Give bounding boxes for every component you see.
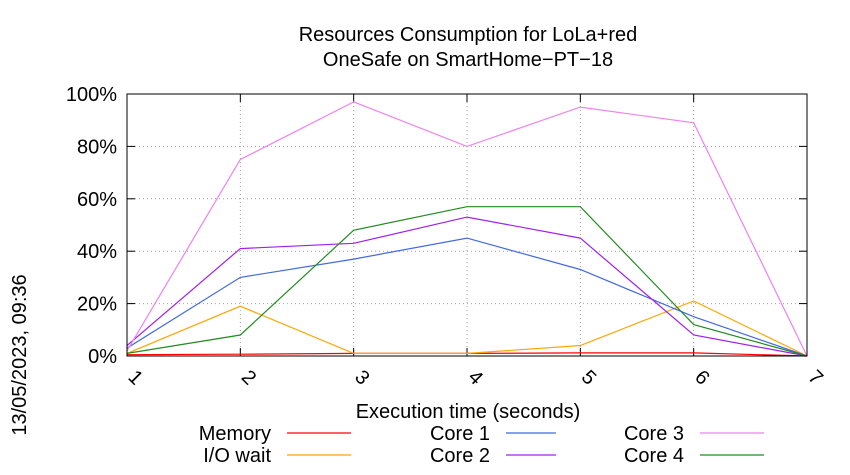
series-line-i-o-wait (126, 300, 808, 357)
grid-lines (126, 93, 808, 357)
y-tick-label: 60% (77, 189, 117, 211)
plot-frame (126, 93, 808, 357)
series-line-core-4 (126, 206, 808, 357)
x-tick-label: 6 (690, 366, 713, 389)
x-tick-label: 1 (124, 366, 147, 389)
legend-label-core-2: Core 2 (430, 445, 490, 467)
series-line-core-1 (126, 237, 808, 357)
timestamp-label: 13/05/2023, 09:36 (9, 274, 31, 435)
x-axis-label: Execution time (seconds) (356, 401, 581, 423)
legend-label-core-1: Core 1 (430, 423, 490, 445)
series-line-core-3 (126, 101, 808, 357)
series-line-core-2 (126, 216, 808, 357)
y-axis-ticks: 0% 20% 40% 60% 80% 100% (66, 84, 807, 368)
x-tick-label: 4 (464, 366, 487, 389)
y-tick-label: 100% (66, 84, 117, 106)
y-tick-label: 80% (77, 136, 117, 158)
x-tick-label: 3 (350, 366, 373, 389)
x-axis-ticks: 1 2 3 4 5 6 7 (124, 94, 827, 389)
legend-label-memory: Memory (199, 423, 271, 445)
x-tick-label: 2 (237, 366, 260, 389)
chart-title-line-1: Resources Consumption for LoLa+red (299, 24, 638, 46)
legend-label-i-o-wait: I/O wait (203, 445, 271, 467)
y-tick-label: 40% (77, 241, 117, 263)
x-tick-label: 5 (577, 366, 600, 389)
legend-label-core-3: Core 3 (624, 423, 684, 445)
chart-title-line-2: OneSafe on SmartHome−PT−18 (323, 49, 613, 71)
y-tick-label: 20% (77, 294, 117, 316)
y-tick-label: 0% (88, 346, 117, 368)
series-lines (126, 101, 808, 357)
x-tick-label: 7 (804, 366, 827, 389)
legend-label-core-4: Core 4 (624, 445, 684, 467)
